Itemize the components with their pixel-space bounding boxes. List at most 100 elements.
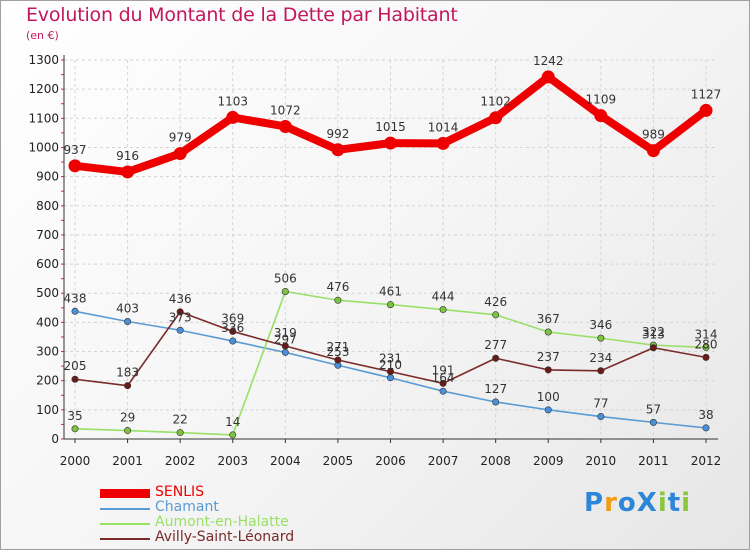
y-tick-label: 800 [36,199,59,213]
data-label-senlis: 1014 [428,120,459,134]
data-point-chamant [702,424,710,432]
data-point-senlis [594,109,608,123]
data-point-chamant [71,307,79,315]
data-label-senlis: 1015 [375,120,406,134]
data-label-aumont-en-halatte: 476 [326,280,349,294]
data-label-chamant: 57 [646,402,661,416]
proxiti-logo: ProXiti [584,488,691,518]
data-label-chamant: 438 [64,291,87,305]
data-label-chamant: 100 [537,390,560,404]
data-point-aumont-en-halatte [176,429,184,437]
data-label-aumont-en-halatte: 322 [642,325,665,339]
data-label-senlis: 1127 [691,87,722,101]
data-label-avilly-saint-l-onard: 369 [221,311,244,325]
data-label-senlis: 1242 [533,54,564,68]
data-point-senlis [331,143,345,157]
x-tick-label: 2006 [375,454,406,468]
data-point-aumont-en-halatte [281,287,289,295]
data-point-chamant [229,337,237,345]
data-label-avilly-saint-l-onard: 183 [116,366,139,380]
data-label-chamant: 336 [221,321,244,335]
data-label-aumont-en-halatte: 367 [537,312,560,326]
data-point-chamant [386,374,394,382]
x-tick-label: 2008 [480,454,511,468]
data-label-avilly-saint-l-onard: 191 [432,363,455,377]
data-point-chamant [439,387,447,395]
y-tick-label: 1300 [28,53,59,67]
y-tick-label: 1100 [28,111,59,125]
data-label-senlis: 989 [642,128,665,142]
data-label-avilly-saint-l-onard: 319 [274,326,297,340]
data-label-senlis: 992 [326,127,349,141]
x-tick-label: 2009 [533,454,564,468]
data-label-chamant: 127 [484,382,507,396]
x-tick-label: 2012 [691,454,722,468]
x-tick-label: 2007 [428,454,459,468]
data-label-senlis: 1103 [217,94,248,108]
data-point-avilly-saint-l-onard [334,356,342,364]
data-point-senlis [68,159,82,173]
data-point-avilly-saint-l-onard [386,368,394,376]
chart-title: Evolution du Montant de la Dette par Hab… [26,4,458,26]
y-tick-label: 900 [36,170,59,184]
y-tick-label: 100 [36,403,59,417]
data-point-senlis [646,144,660,158]
legend-label-avilly-saint-l-onard: Avilly-Saint-Léonard [155,529,295,545]
y-tick-label: 400 [36,315,59,329]
legend-label-senlis: SENLIS [155,484,205,500]
x-tick-label: 2004 [270,454,301,468]
x-tick-label: 2005 [323,454,354,468]
chart-subtitle: (en €) [26,29,59,42]
data-label-chamant: 297 [274,332,297,346]
data-point-chamant [124,318,132,326]
x-tick-label: 2003 [217,454,248,468]
data-label-aumont-en-halatte: 346 [589,318,612,332]
data-label-senlis: 916 [116,149,139,163]
y-tick-label: 1200 [28,82,59,96]
data-point-avilly-saint-l-onard [71,375,79,383]
data-point-avilly-saint-l-onard [492,354,500,362]
legend-swatch-chamant [100,508,150,510]
y-tick-label: 700 [36,228,59,242]
data-point-aumont-en-halatte [597,334,605,342]
x-tick-label: 2010 [586,454,617,468]
logo-letter: P [584,488,605,518]
data-label-chamant: 373 [169,310,192,324]
data-point-chamant [649,418,657,426]
y-tick-label: 300 [36,345,59,359]
data-label-avilly-saint-l-onard: 313 [642,328,665,342]
data-point-chamant [176,326,184,334]
data-label-avilly-saint-l-onard: 237 [537,350,560,364]
data-label-chamant: 403 [116,302,139,316]
logo-letter: X [636,488,658,518]
data-point-chamant [544,406,552,414]
data-point-avilly-saint-l-onard [229,327,237,335]
y-tick-label: 600 [36,257,59,271]
data-point-aumont-en-halatte [439,306,447,314]
data-point-aumont-en-halatte [492,311,500,319]
data-point-avilly-saint-l-onard [597,367,605,375]
data-point-senlis [384,136,397,150]
data-point-chamant [492,398,500,406]
data-label-avilly-saint-l-onard: 271 [326,340,349,354]
data-label-chamant: 253 [326,345,349,359]
data-label-avilly-saint-l-onard: 436 [169,292,192,306]
data-label-aumont-en-halatte: 22 [173,413,188,427]
legend-swatch-aumont-en-halatte [100,523,150,525]
data-label-avilly-saint-l-onard: 277 [484,338,507,352]
logo-letter: i [657,488,668,518]
data-point-aumont-en-halatte [544,328,552,336]
data-point-avilly-saint-l-onard [124,382,132,390]
legend-label-aumont-en-halatte: Aumont-en-Halatte [155,514,289,530]
data-point-senlis [541,70,555,84]
data-point-senlis [278,119,292,133]
data-label-senlis: 937 [64,143,87,157]
legend-swatch-senlis [100,489,150,498]
data-point-senlis [121,165,135,179]
data-label-aumont-en-halatte: 14 [225,415,240,429]
data-point-avilly-saint-l-onard [176,308,184,316]
data-point-senlis [699,103,713,117]
y-tick-label: 0 [51,432,59,446]
